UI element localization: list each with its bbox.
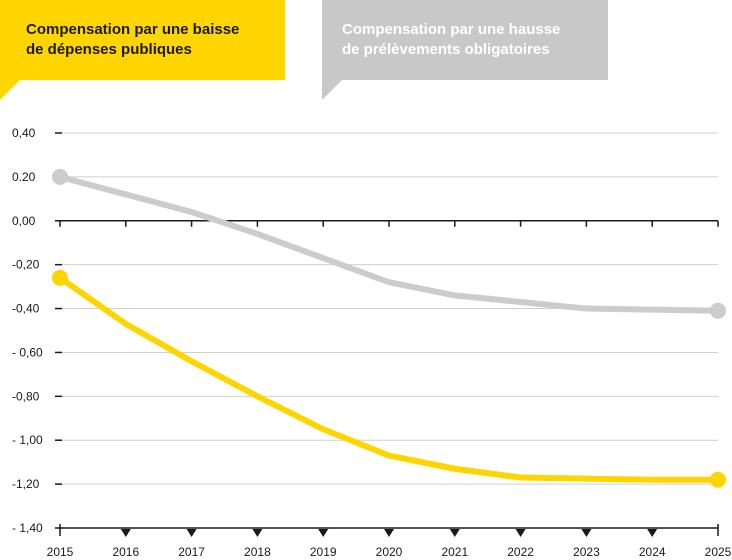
x-tick-marker (581, 529, 592, 537)
x-tick-label: 2015 (47, 545, 74, 559)
x-tick-marker (647, 529, 658, 537)
y-tick-label: -0,80 (12, 389, 40, 403)
y-tick-label: 0.20 (12, 170, 36, 184)
x-tick-label: 2020 (376, 545, 403, 559)
x-tick-marker (186, 529, 197, 537)
x-tick-label: 2024 (639, 545, 666, 559)
y-tick-label: -0,20 (12, 258, 40, 272)
x-tick-marker (252, 529, 263, 537)
y-tick-label: -0,40 (12, 302, 40, 316)
y-tick-label: -1,20 (12, 477, 40, 491)
label-layer: 0,40 0.20 0,00 -0,20 -0,40 - 0,60 -0,80 - 1,00 -… (12, 126, 732, 559)
y-tick-label: 0,00 (12, 214, 36, 228)
x-tick-marker (120, 529, 131, 537)
legend-tab-tax-increase: Compensation par une hausse de prélèveme… (322, 0, 608, 80)
legend-gray-line1: Compensation par une hausse (342, 21, 561, 38)
series-tax-increase-end-point (710, 302, 726, 319)
x-tick-marker (384, 529, 394, 537)
series-spending-cut-end-point (710, 471, 726, 488)
x-tick-label: 2022 (507, 545, 534, 559)
series-layer (52, 168, 726, 488)
legend-yellow-line1: Compensation par une baisse (26, 21, 240, 38)
x-tick-label: 2023 (573, 545, 600, 559)
grid-layer (60, 132, 718, 529)
series-spending-cut-line (57, 274, 721, 483)
legend-tab-spending-cut: Compensation par une baisse de dépenses … (0, 0, 285, 80)
x-tick-label: 2018 (244, 545, 271, 559)
y-tick-label: - 1,00 (12, 433, 43, 447)
x-tick-label: 2019 (310, 545, 337, 559)
legend-yellow-line2: de dépenses publiques (26, 41, 192, 58)
series-tax-increase-line (57, 173, 721, 314)
y-tick-label: - 1,40 (12, 521, 43, 535)
x-tick-marker (515, 529, 526, 537)
y-tick-label: - 0,60 (12, 345, 43, 359)
y-tick-label: 0,40 (12, 126, 36, 140)
series-spending-cut-start-point (52, 269, 68, 286)
legend-gray-line2: de prélèvements obligatoires (342, 41, 550, 58)
x-tick-label: 2021 (441, 545, 468, 559)
legend-tab-tax-increase-notch (322, 80, 342, 100)
x-tick-label: 2025 (705, 545, 732, 559)
x-tick-label: 2016 (112, 545, 139, 559)
x-tick-marker (318, 529, 329, 537)
x-tick-label: 2017 (178, 545, 205, 559)
series-tax-increase-start-point (52, 168, 68, 185)
x-tick-marker (449, 529, 460, 537)
axis-layer (55, 132, 719, 537)
legend-tab-spending-cut-notch (0, 80, 20, 100)
